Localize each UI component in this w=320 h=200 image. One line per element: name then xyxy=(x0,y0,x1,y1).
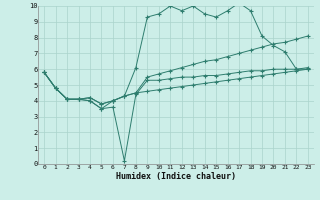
X-axis label: Humidex (Indice chaleur): Humidex (Indice chaleur) xyxy=(116,172,236,181)
